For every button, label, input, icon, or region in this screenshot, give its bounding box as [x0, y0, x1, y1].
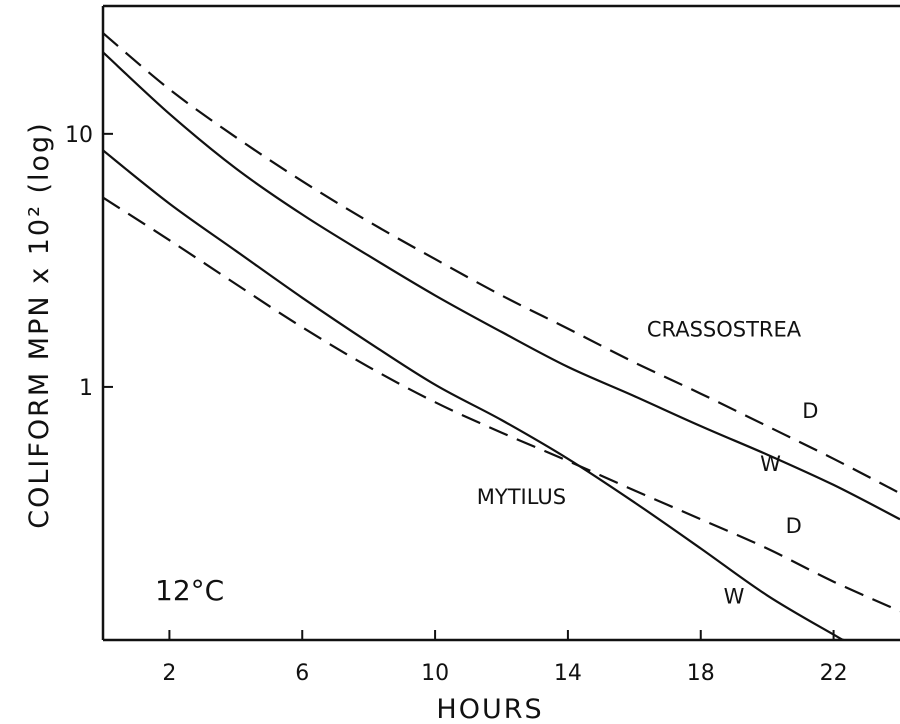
annotation-mytilus: MYTILUS [477, 485, 566, 509]
plot-frame [101, 4, 900, 642]
y-axis-title: COLIFORM MPN x 10² (log) [24, 121, 55, 528]
x-tick-label: 6 [295, 661, 309, 686]
series-line-mytilus-d [103, 196, 900, 613]
series-line-crassostrea-d [103, 32, 900, 495]
y-tick-label: 1 [79, 376, 93, 401]
annotation-d: D [802, 399, 818, 423]
x-tick-label: 18 [687, 661, 715, 686]
x-tick-label: 22 [820, 661, 848, 686]
x-tick-label: 10 [421, 661, 449, 686]
annotation-w: W [760, 452, 781, 476]
annotation-crassostrea: CRASSOSTREA [647, 318, 802, 342]
temperature-label: 12°C [155, 574, 224, 607]
series-line-crassostrea-w [103, 51, 900, 521]
annotations: CRASSOSTREA D W MYTILUS D W [477, 318, 819, 609]
x-axis-ticks: 2 6 10 14 18 22 [162, 630, 848, 686]
y-axis-ticks: 1 10 [65, 123, 113, 401]
x-axis-title: HOURS [436, 694, 543, 724]
x-tick-label: 14 [554, 661, 582, 686]
x-tick-label: 2 [162, 661, 176, 686]
y-tick-label: 10 [65, 123, 93, 148]
series-line-mytilus-w [103, 149, 845, 640]
annotation-w: W [724, 584, 745, 608]
annotation-d: D [786, 514, 802, 538]
data-series [103, 32, 900, 640]
